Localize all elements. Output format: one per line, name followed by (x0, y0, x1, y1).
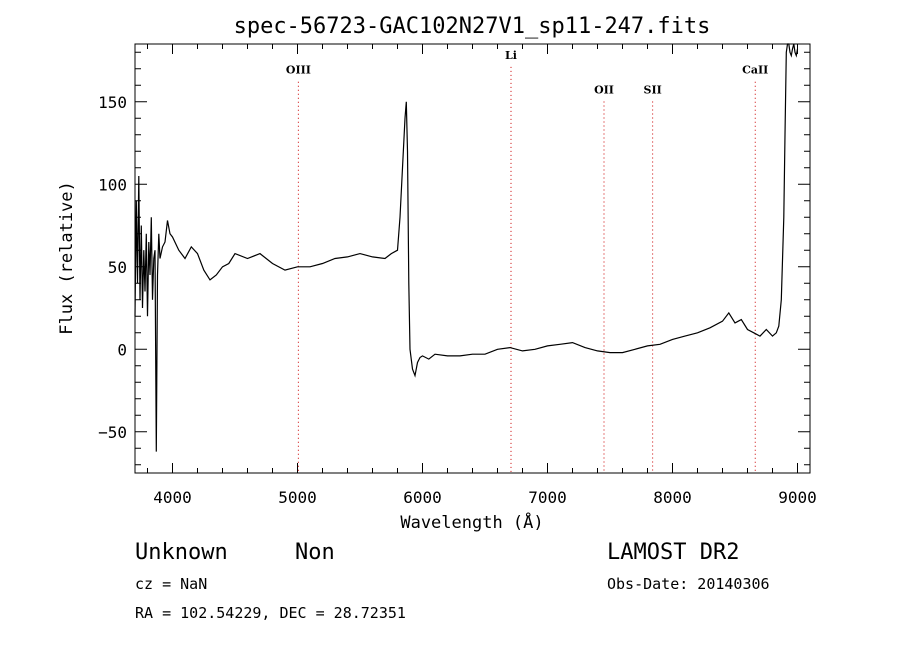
y-tick-label: 50 (108, 258, 127, 277)
line-markers: OIII Li OII SII CaII (286, 49, 768, 473)
coords-label: RA = 102.54229, DEC = 28.72351 (135, 604, 406, 622)
survey-label: LAMOST DR2 (607, 540, 740, 565)
cz-label: cz = NaN (135, 575, 208, 593)
line-marker-label: OII (594, 84, 614, 97)
y-tick-label: 150 (98, 93, 127, 112)
x-tick-label: 7000 (528, 488, 567, 507)
x-tick-label: 4000 (153, 488, 192, 507)
line-marker-label: Li (505, 49, 517, 62)
line-marker-label: OIII (286, 64, 311, 77)
line-marker-label: SII (644, 84, 662, 97)
y-axis-label: Flux (relative) (57, 181, 77, 335)
chart-title: spec-56723-GAC102N27V1_sp11-247.fits (234, 14, 711, 39)
y-tick-label: −50 (98, 423, 127, 442)
y-tick-label: 0 (117, 340, 127, 359)
spectrum-line (134, 43, 799, 452)
class-label: Unknown (135, 540, 228, 565)
series-group (134, 43, 799, 452)
x-tick-label: 5000 (278, 488, 317, 507)
x-tick-label: 9000 (778, 488, 817, 507)
plot-frame (134, 43, 811, 474)
line-marker-label: CaII (742, 64, 768, 77)
y-tick-label: 100 (98, 175, 127, 194)
subclass-label: Non (295, 540, 335, 565)
x-axis-label: Wavelength (Å) (400, 511, 543, 533)
obs-date-label: Obs-Date: 20140306 (607, 575, 770, 593)
x-tick-label: 6000 (403, 488, 442, 507)
x-tick-label: 8000 (653, 488, 692, 507)
axis-ticks: 4000 5000 6000 7000 8000 9000 −50 0 50 100 150 (98, 44, 817, 507)
